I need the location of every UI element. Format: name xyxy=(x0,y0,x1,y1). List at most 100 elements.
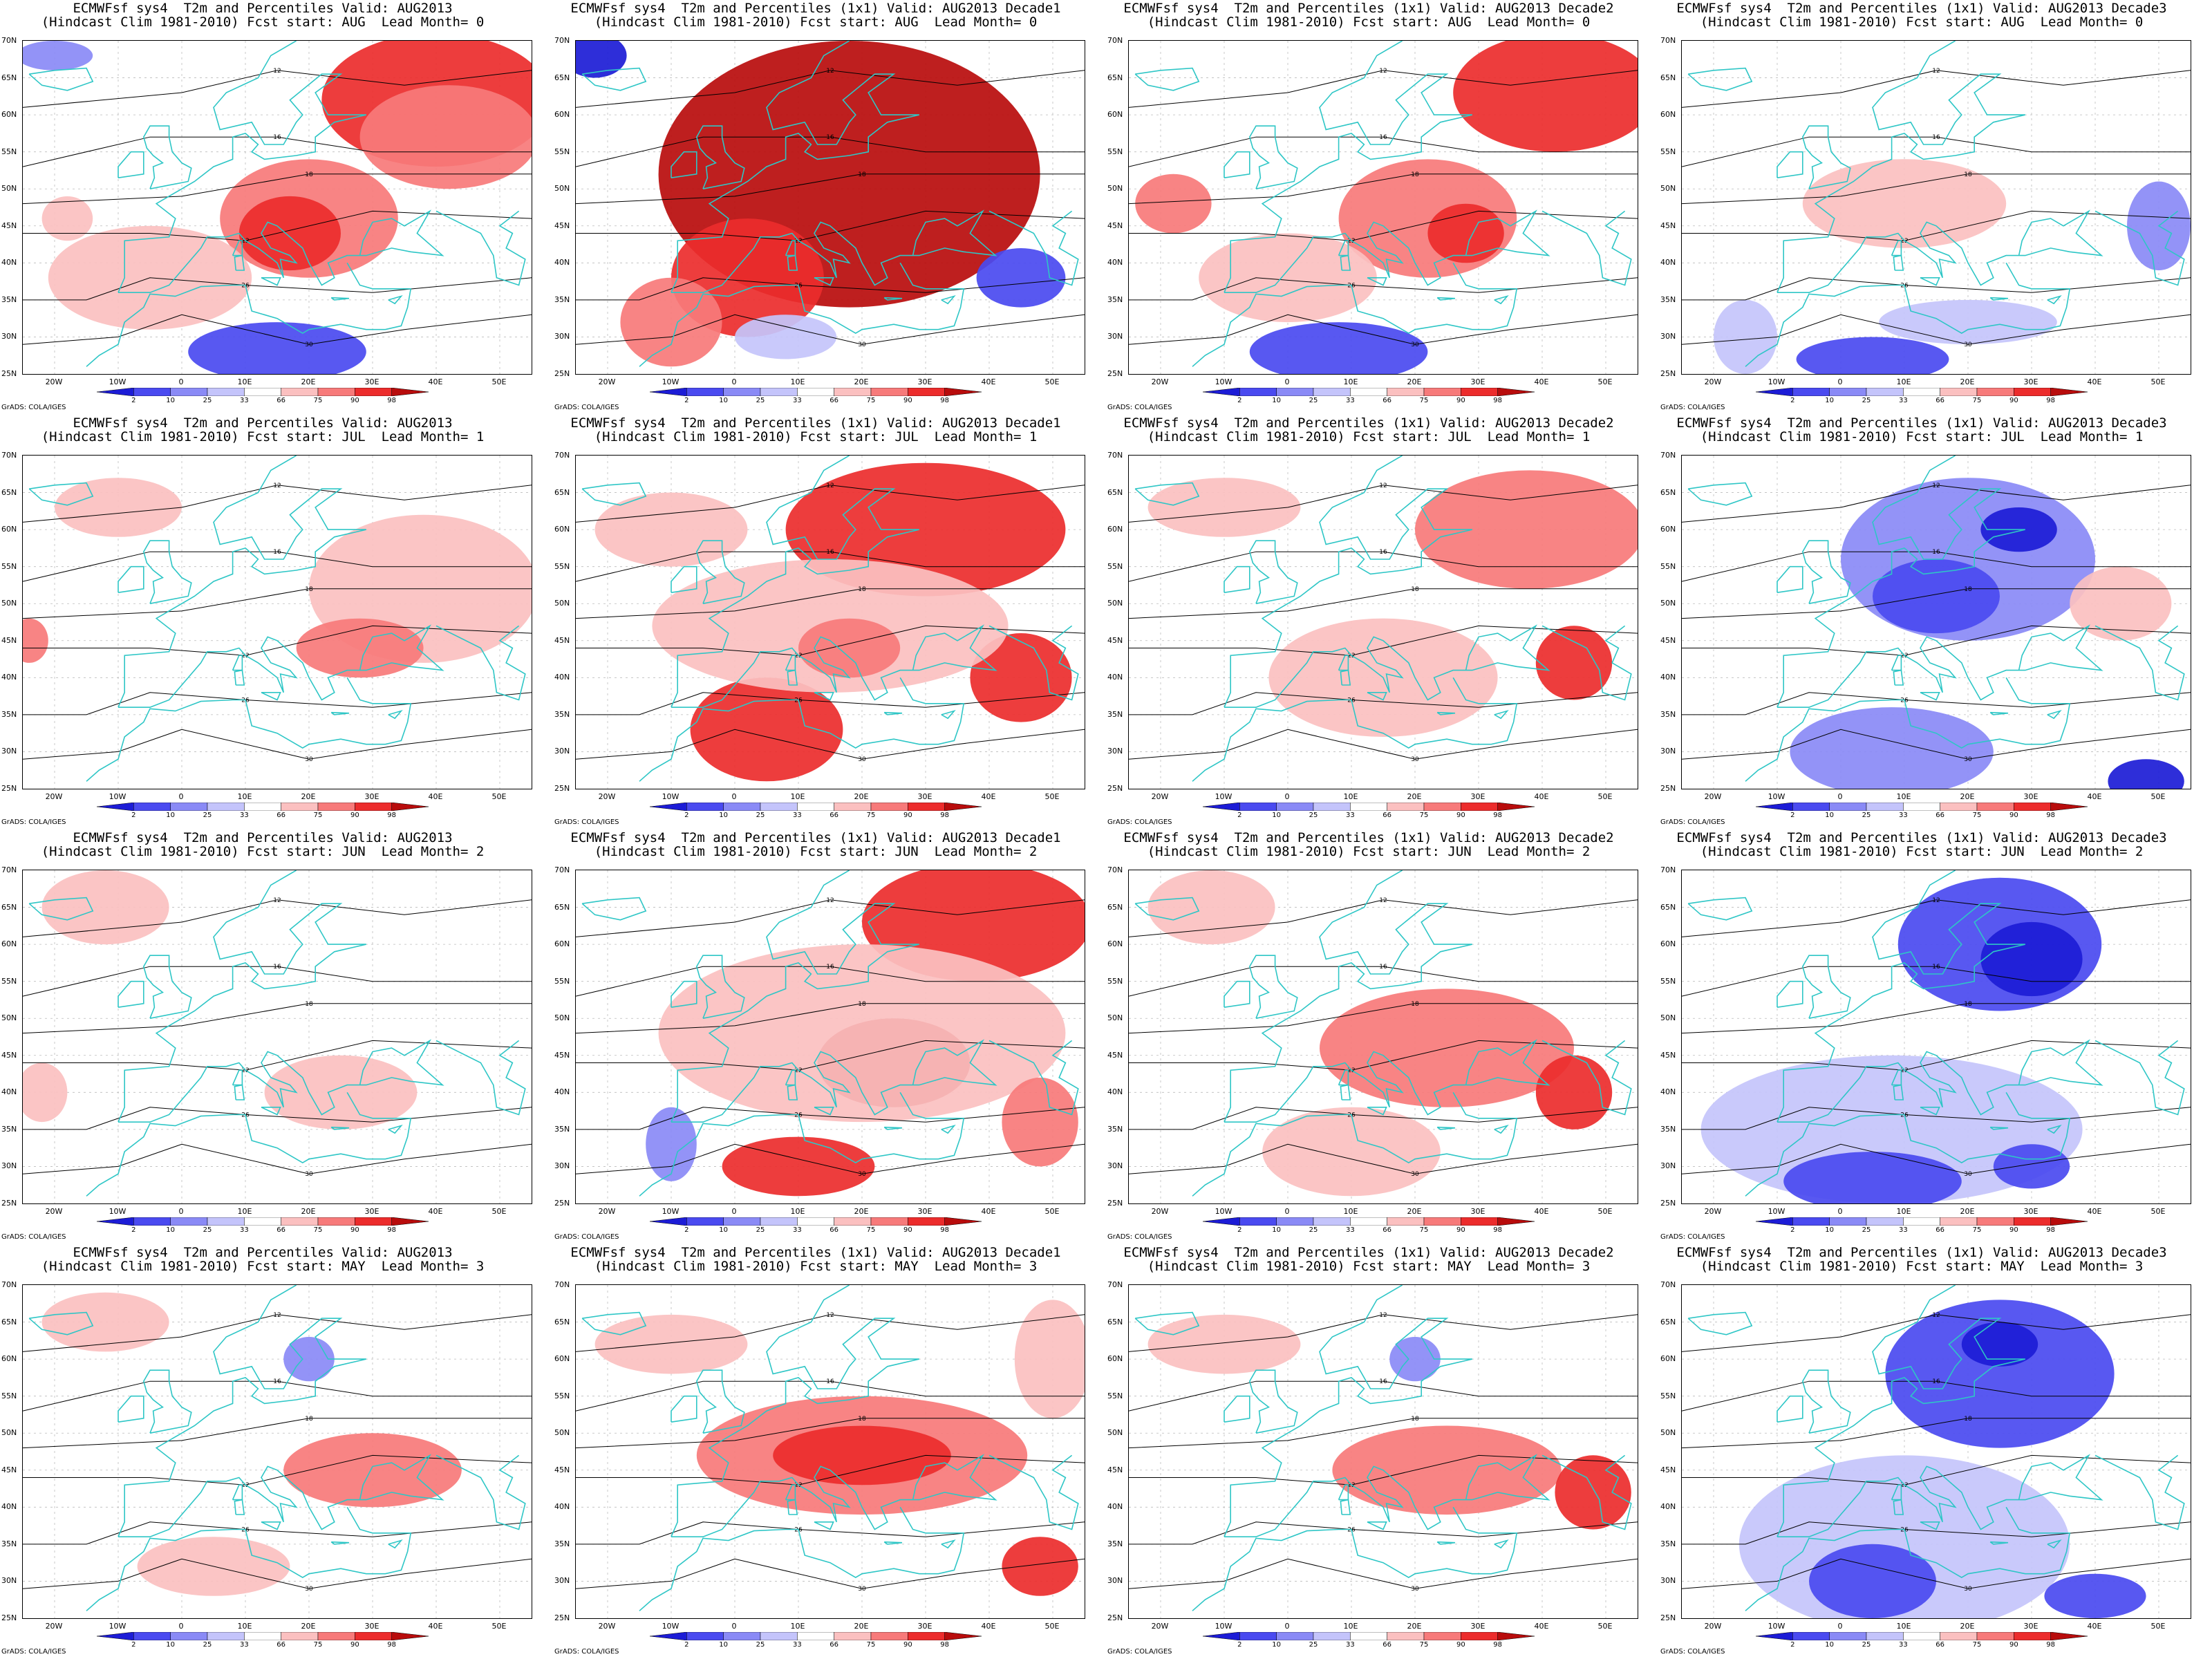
coastline xyxy=(581,1311,647,1335)
contour-label: 18 xyxy=(1411,586,1419,593)
colorbar-segment xyxy=(1461,1632,1498,1640)
colorbar-label: 2 xyxy=(684,1226,689,1234)
panel-subtitle: (Hindcast Clim 1981-2010) Fcst start: JU… xyxy=(594,844,1038,859)
panel-title: ECMWFsf sys4 T2m and Percentiles (1x1) V… xyxy=(1123,415,1614,431)
colorbar-label: 90 xyxy=(903,1641,912,1649)
temperature-contour xyxy=(23,1558,532,1589)
longitude-label: 30E xyxy=(1470,1207,1485,1216)
coastline xyxy=(639,1506,965,1611)
longitude-label: 40E xyxy=(981,792,996,801)
temperature-contour xyxy=(1682,277,2191,301)
coastline xyxy=(1777,565,1803,593)
colorbar-label: 98 xyxy=(1493,1641,1503,1649)
latitude-label: 35N xyxy=(554,294,570,304)
colorbar-segment xyxy=(281,1217,319,1226)
latitude-label: 25N xyxy=(554,784,570,793)
colorbar-segment xyxy=(908,803,945,811)
coastline xyxy=(388,1124,403,1134)
colorbar-segment xyxy=(1313,1632,1351,1640)
coastline xyxy=(1745,677,2071,782)
latitude-label: 40N xyxy=(1,673,17,682)
latitude-label: 70N xyxy=(1107,1280,1123,1289)
colorbar-segment xyxy=(391,1217,429,1226)
colorbar-segment xyxy=(1756,388,1793,396)
temperature-contour xyxy=(23,899,532,937)
longitude-label: 20W xyxy=(45,1207,63,1216)
colorbar-segment xyxy=(1203,1217,1240,1226)
longitude-label: 20W xyxy=(1704,377,1722,386)
credit-label: GrADS: COLA/IGES xyxy=(1107,1233,1172,1241)
map-panel: ECMWFsf sys4 T2m and Percentiles (1x1) V… xyxy=(1659,1244,2212,1659)
latitude-label: 65N xyxy=(1660,1317,1676,1327)
colorbar-segment xyxy=(650,1217,687,1226)
colorbar-label: 98 xyxy=(1493,812,1503,819)
panel-subtitle: (Hindcast Clim 1981-2010) Fcst start: MA… xyxy=(1147,1259,1591,1274)
colorbar-segment xyxy=(170,1217,208,1226)
coastline xyxy=(28,897,94,921)
colorbar-label: 25 xyxy=(756,1641,765,1649)
coastline xyxy=(1777,980,1803,1008)
latitude-label: 45N xyxy=(1660,1465,1676,1474)
panel-subtitle: (Hindcast Clim 1981-2010) Fcst start: JU… xyxy=(1147,844,1591,859)
coastline xyxy=(1893,669,1904,686)
colorbar-segment xyxy=(2050,803,2088,811)
panel-subtitle: (Hindcast Clim 1981-2010) Fcst start: JU… xyxy=(41,844,485,859)
colorbar-label: 33 xyxy=(1345,1641,1355,1649)
coastline xyxy=(1777,624,2103,709)
percentile-shading xyxy=(55,478,182,537)
contour-label: 22 xyxy=(1347,1067,1355,1074)
latitude-label: 40N xyxy=(554,673,570,682)
colorbar-segment xyxy=(870,388,908,396)
latitude-label: 25N xyxy=(1660,1613,1676,1622)
coastline xyxy=(883,711,903,715)
coastline xyxy=(787,669,798,686)
colorbar-segment xyxy=(1350,1632,1387,1640)
colorbar-segment xyxy=(797,1632,834,1640)
colorbar-label: 75 xyxy=(866,1226,876,1234)
longitude-label: 20W xyxy=(45,1622,63,1631)
latitude-label: 55N xyxy=(554,1391,570,1400)
coastline xyxy=(1891,1069,1902,1086)
percentile-shading xyxy=(359,85,532,189)
coastline xyxy=(1891,240,1902,256)
percentile-shading xyxy=(1873,559,2000,634)
temperature-contour xyxy=(576,692,1085,715)
contour-label: 22 xyxy=(1900,653,1908,659)
colorbar-label: 25 xyxy=(1309,1641,1318,1649)
colorbar-label: 75 xyxy=(1419,812,1429,819)
latitude-label: 60N xyxy=(1,939,17,949)
panel-subtitle: (Hindcast Clim 1981-2010) Fcst start: JU… xyxy=(41,429,485,444)
contour-label: 22 xyxy=(794,1067,802,1074)
latitude-label: 70N xyxy=(1660,1280,1676,1289)
colorbar-label: 75 xyxy=(1419,397,1429,404)
coastline xyxy=(261,276,281,286)
colorbar-segment xyxy=(870,803,908,811)
temperature-contour xyxy=(23,174,532,205)
latitude-label: 50N xyxy=(1660,1013,1676,1023)
panel-subtitle: (Hindcast Clim 1981-2010) Fcst start: AU… xyxy=(1700,15,2144,30)
colorbar-label: 25 xyxy=(1862,397,1871,404)
contour-label: 12 xyxy=(826,68,834,75)
colorbar-label: 66 xyxy=(276,812,286,819)
percentile-shading xyxy=(1002,1537,1078,1596)
longitude-label: 10W xyxy=(1768,377,1785,386)
coastline xyxy=(1745,1506,2071,1611)
contour-label: 30 xyxy=(1411,1171,1419,1178)
colorbar-label: 98 xyxy=(387,397,397,404)
contour-label: 22 xyxy=(1900,238,1908,245)
colorbar-label: 98 xyxy=(2046,397,2056,404)
latitude-label: 60N xyxy=(1107,110,1123,120)
latitude-label: 60N xyxy=(1107,939,1123,949)
temperature-contour xyxy=(576,729,1085,760)
coastline xyxy=(785,1069,796,1086)
colorbar-segment xyxy=(1497,803,1535,811)
credit-label: GrADS: COLA/IGES xyxy=(1660,1648,1725,1656)
longitude-label: 30E xyxy=(364,377,379,386)
latitude-label: 25N xyxy=(1,1613,17,1622)
coastline xyxy=(1687,67,1753,91)
colorbar xyxy=(650,1217,982,1226)
latitude-label: 60N xyxy=(1660,1354,1676,1364)
